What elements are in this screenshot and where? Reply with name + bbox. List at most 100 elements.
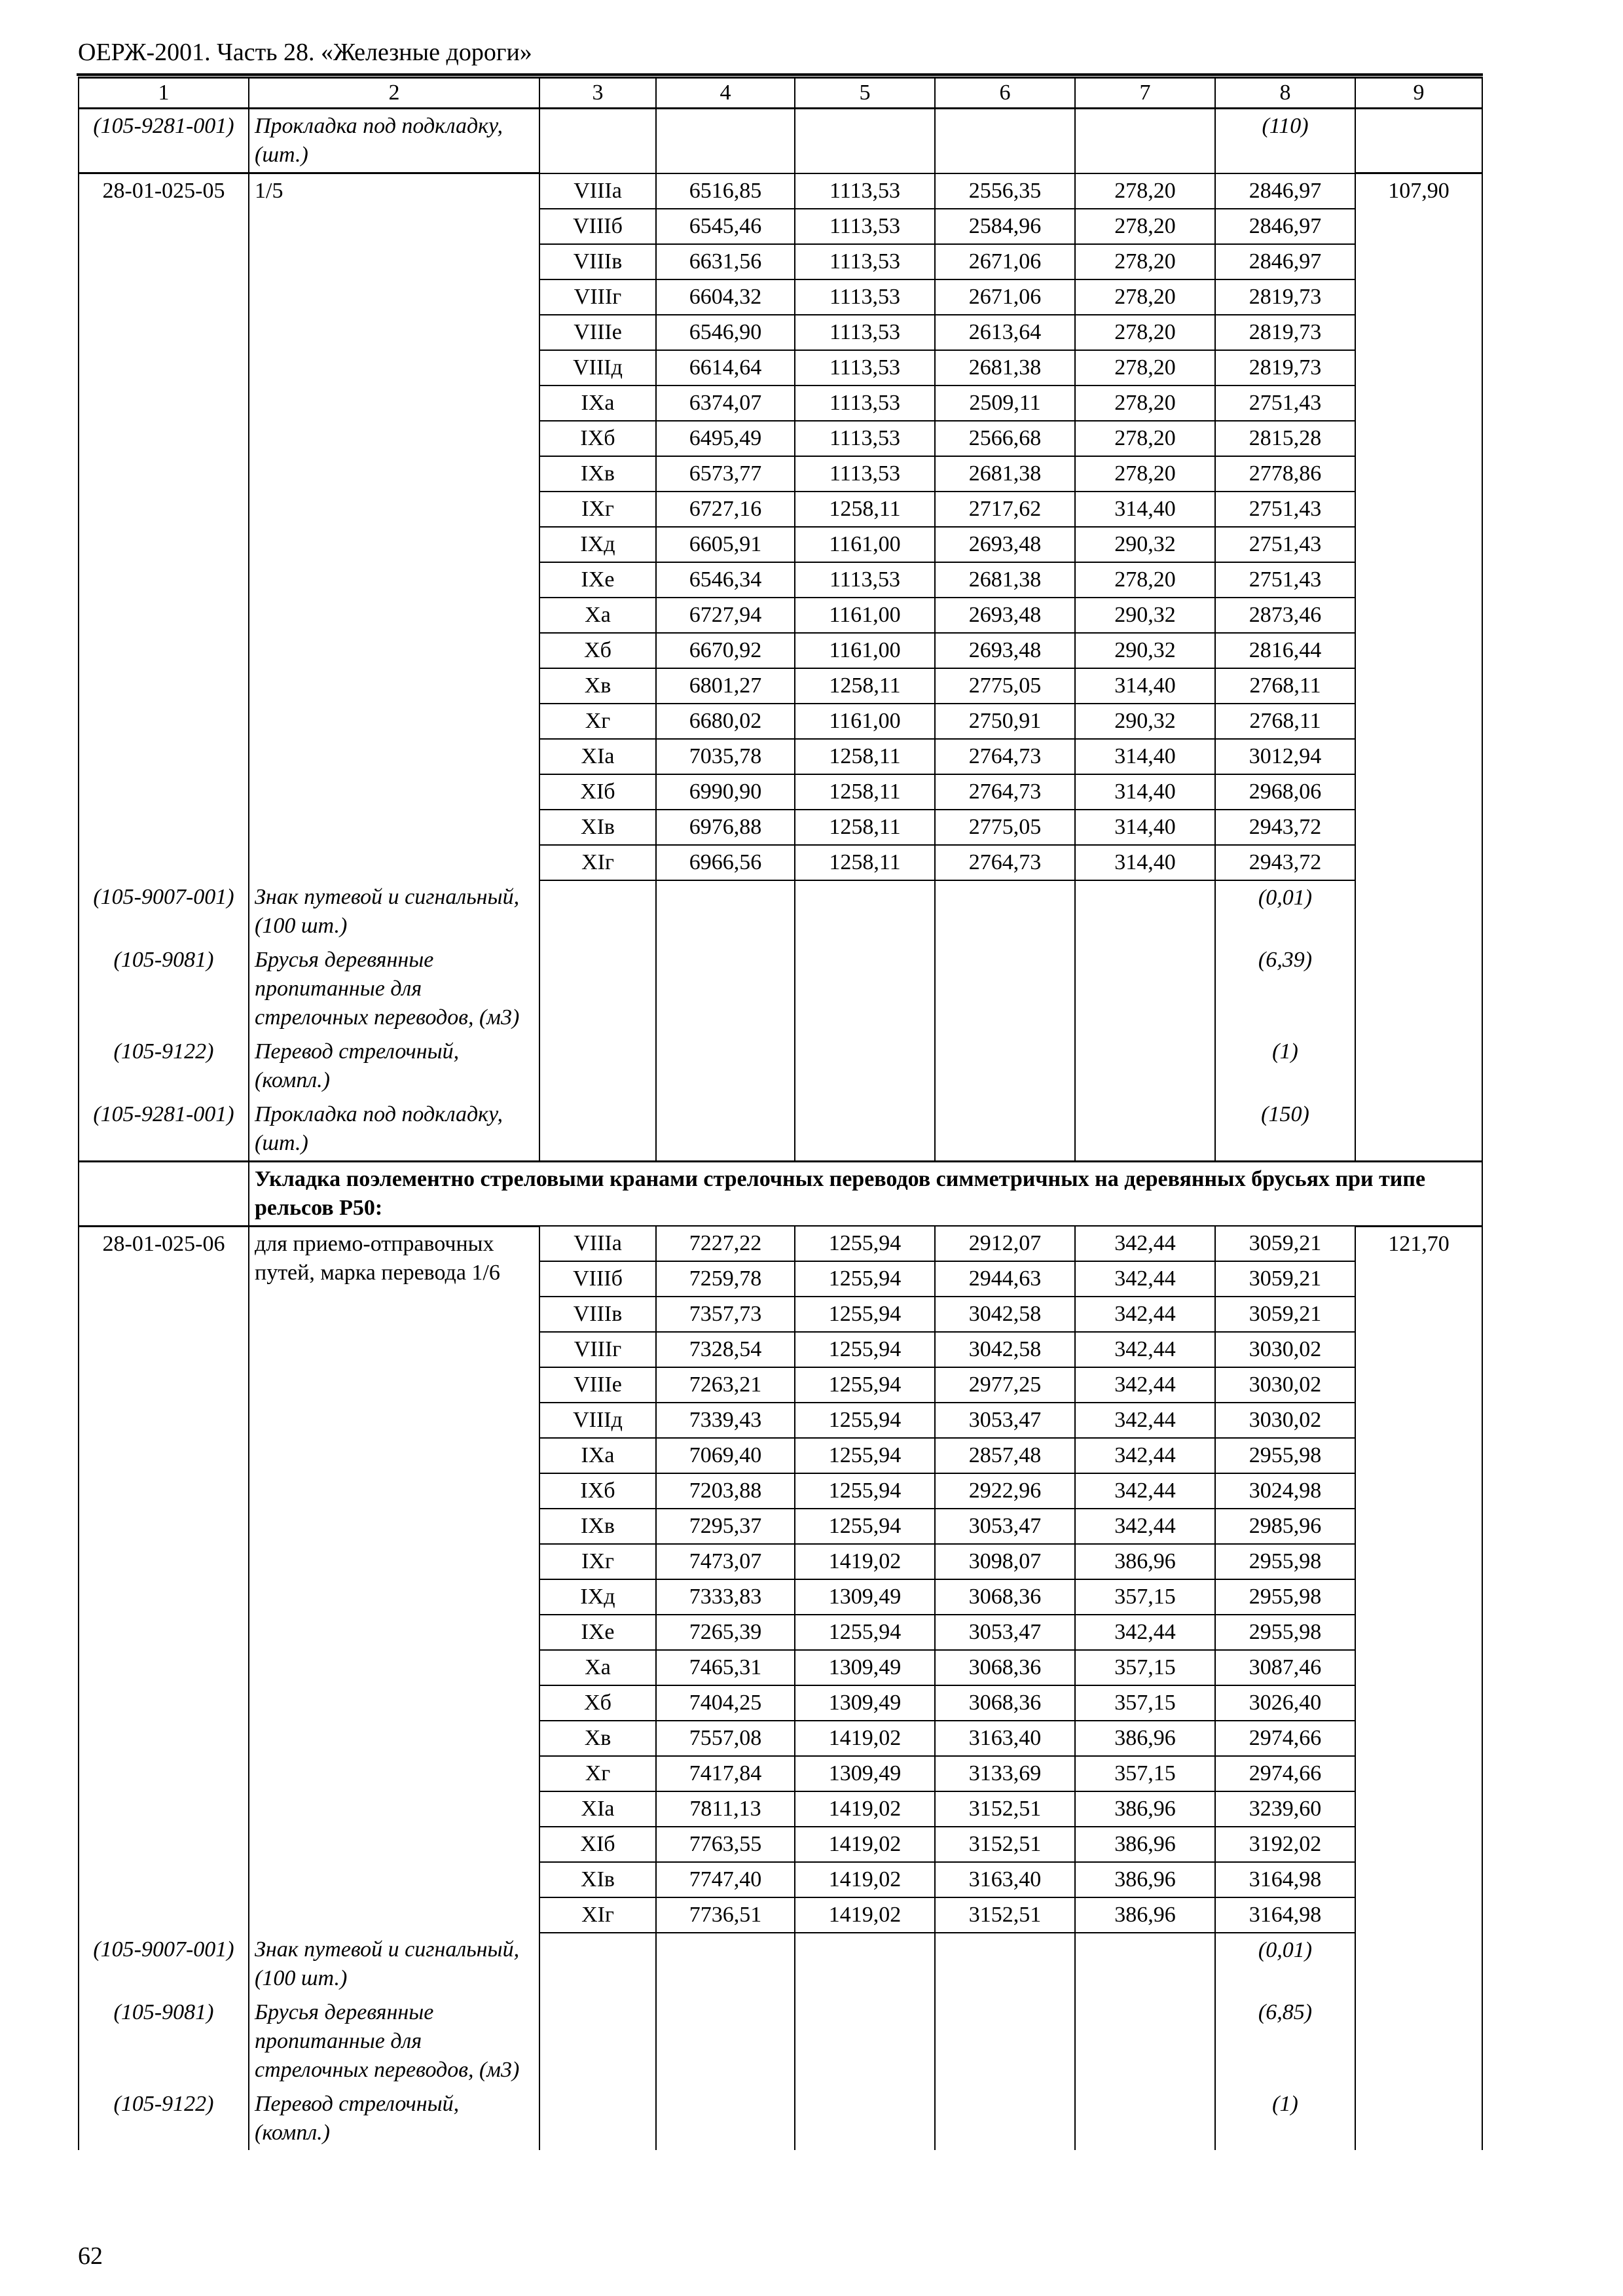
- value-cell: 2846,97: [1214, 172, 1356, 209]
- value-cell: 2671,06: [934, 243, 1076, 280]
- empty-cell: [539, 1996, 657, 2087]
- value-cell: 7295,37: [655, 1508, 795, 1545]
- value-cell: 1113,53: [794, 207, 936, 245]
- value-cell: 278,20: [1074, 314, 1216, 351]
- value-cell: 6801,27: [655, 667, 795, 704]
- category-cell: IXе: [539, 1614, 657, 1651]
- rate-row: IXб 7203,88 1255,94 2922,96 342,44 3024,98: [79, 1473, 1482, 1509]
- value-cell: 2751,43: [1214, 561, 1356, 598]
- value-cell: 2693,48: [934, 596, 1076, 634]
- value-cell: 2681,38: [934, 349, 1076, 386]
- value-cell: 3059,21: [1214, 1296, 1356, 1333]
- category-cell: VIIIг: [539, 278, 657, 315]
- value-cell: 2943,72: [1214, 844, 1356, 881]
- value-cell: 2819,73: [1214, 349, 1356, 386]
- value-cell: 3152,51: [934, 1791, 1076, 1827]
- rates-table: 1 2 3 4 5 6 7 8 9 (105-9281-001) Прокладка под под…: [78, 77, 1483, 2150]
- value-cell: 1113,53: [794, 455, 936, 492]
- value-cell: 278,20: [1074, 207, 1216, 245]
- rate-row: IXа 6374,07 1113,53 2509,11 278,20 2751,43: [79, 384, 1482, 422]
- value-cell: 1255,94: [794, 1225, 936, 1262]
- rate-row: VIIIв 6631,56 1113,53 2671,06 278,20 2846,97: [79, 243, 1482, 280]
- value-cell: 1309,49: [794, 1755, 936, 1792]
- value-cell: 2857,48: [934, 1437, 1076, 1474]
- value-cell: 290,32: [1074, 526, 1216, 563]
- value-cell: 2819,73: [1214, 278, 1356, 315]
- empty-cell: [934, 1996, 1076, 2087]
- empty-cell: [1074, 1933, 1216, 1996]
- value-cell: 1113,53: [794, 420, 936, 457]
- value-cell: 278,20: [1074, 420, 1216, 457]
- empty-cell: [934, 108, 1076, 173]
- value-cell: 2943,72: [1214, 808, 1356, 846]
- value-cell: 6631,56: [655, 243, 795, 280]
- resource-code: (105-9281-001): [78, 1097, 249, 1161]
- column-number: 9: [1355, 77, 1483, 109]
- value-cell: 2751,43: [1214, 490, 1356, 528]
- value-cell: 386,96: [1074, 1720, 1216, 1757]
- rate-row: VIIIд 6614,64 1113,53 2681,38 278,20 2819,73: [79, 349, 1482, 386]
- value-cell: 290,32: [1074, 632, 1216, 669]
- value-cell: 7465,31: [655, 1649, 795, 1686]
- value-cell: 357,15: [1074, 1755, 1216, 1792]
- value-cell: 1419,02: [794, 1826, 936, 1863]
- resource-code: (105-9007-001): [78, 880, 249, 943]
- rate-row: IXе 6546,34 1113,53 2681,38 278,20 2751,43: [79, 561, 1482, 598]
- value-cell: 3068,36: [934, 1649, 1076, 1686]
- rate-row: 28-01-025-05 1/5 VIIIа 6516,85 1113,53 2556,3…: [78, 172, 1483, 880]
- value-cell: 6990,90: [655, 773, 795, 810]
- category-cell: IXд: [539, 526, 657, 563]
- value-cell: 6573,77: [655, 455, 795, 492]
- empty-cell: [934, 942, 1076, 1035]
- category-cell: XIг: [539, 844, 657, 881]
- rate-row: Xб 6670,92 1161,00 2693,48 290,32 2816,44: [79, 632, 1482, 669]
- resource-code: (105-9281-001): [78, 108, 249, 173]
- category-cell: VIIIа: [539, 1225, 657, 1262]
- rate-row: IXд 7333,83 1309,49 3068,36 357,15 2955,98: [79, 1579, 1482, 1615]
- resource-name: Знак путевой и сигнальный, (100 шт.): [248, 880, 540, 943]
- value-cell: 2985,96: [1214, 1508, 1356, 1545]
- empty-cell: [1355, 1996, 1483, 2087]
- value-cell: 2819,73: [1214, 314, 1356, 351]
- rate-row: IXд 6605,91 1161,00 2693,48 290,32 2751,43: [79, 526, 1482, 563]
- value-cell: 6545,46: [655, 207, 795, 245]
- category-cell: VIIIе: [539, 314, 657, 351]
- resource-quantity: (1): [1214, 1034, 1356, 1098]
- value-cell: 7811,13: [655, 1791, 795, 1827]
- value-cell: 7263,21: [655, 1367, 795, 1403]
- category-cell: IXа: [539, 384, 657, 422]
- value-cell: 1255,94: [794, 1614, 936, 1651]
- resource-name: Знак путевой и сигнальный, (100 шт.): [248, 1933, 540, 1996]
- category-cell: VIIIа: [539, 172, 657, 209]
- empty-cell: [655, 1933, 795, 1996]
- value-cell: 2509,11: [934, 384, 1076, 422]
- value-cell: 2912,07: [934, 1225, 1076, 1262]
- empty-cell: [794, 880, 936, 943]
- value-cell: 1255,94: [794, 1296, 936, 1333]
- value-cell: 2955,98: [1214, 1543, 1356, 1580]
- category-cell: Xб: [539, 1685, 657, 1721]
- value-cell: 6680,02: [655, 702, 795, 740]
- value-cell: 3192,02: [1214, 1826, 1356, 1863]
- value-cell: 2751,43: [1214, 526, 1356, 563]
- value-cell: 2750,91: [934, 702, 1076, 740]
- rate-row: XIа 7035,78 1258,11 2764,73 314,40 3012,94: [79, 738, 1482, 775]
- value-cell: 342,44: [1074, 1331, 1216, 1368]
- value-cell: 1255,94: [794, 1437, 936, 1474]
- rate-row: IXг 6727,16 1258,11 2717,62 314,40 2751,43: [79, 490, 1482, 528]
- value-cell: 278,20: [1074, 278, 1216, 315]
- value-cell: 2778,86: [1214, 455, 1356, 492]
- value-cell: 2717,62: [934, 490, 1076, 528]
- empty-cell: [934, 1034, 1076, 1098]
- page-number: 62: [78, 2242, 103, 2270]
- empty-cell: [794, 1996, 936, 2087]
- value-cell: 6546,90: [655, 314, 795, 351]
- column-number: 4: [655, 77, 795, 109]
- value-cell: 7265,39: [655, 1614, 795, 1651]
- value-cell: 1255,94: [794, 1261, 936, 1297]
- column-number: 5: [794, 77, 936, 109]
- value-cell: 357,15: [1074, 1579, 1216, 1615]
- value-cell: 3059,21: [1214, 1225, 1356, 1262]
- category-cell: Xв: [539, 667, 657, 704]
- category-cell: XIв: [539, 1861, 657, 1898]
